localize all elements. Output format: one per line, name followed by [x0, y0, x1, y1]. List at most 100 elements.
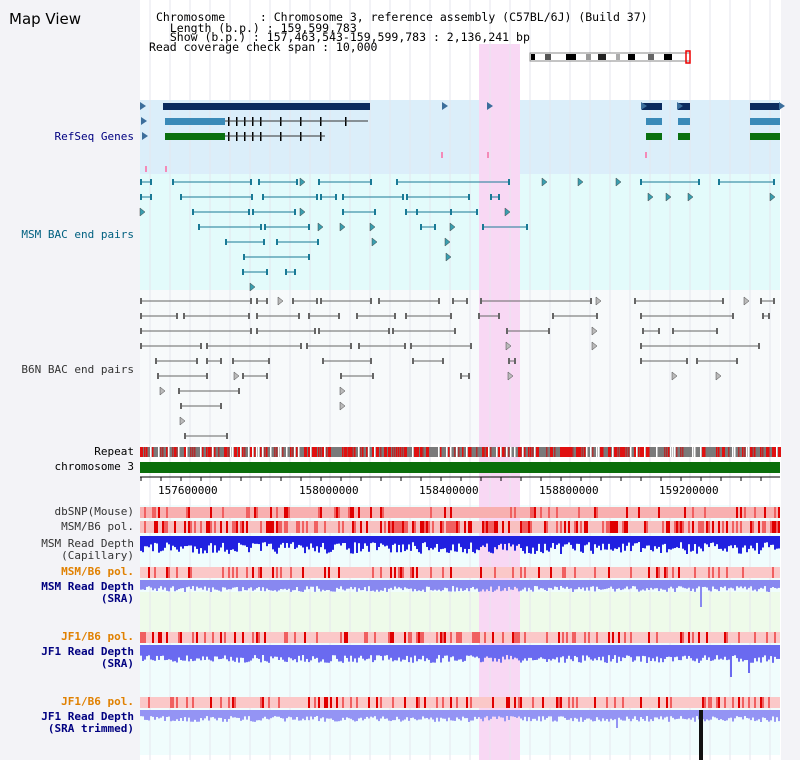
- jf1-depth-sra-track-bar: [274, 645, 276, 657]
- msm-b6-pol-sra-track-cell: [564, 567, 566, 578]
- msm-b6-pol-track-cell: [432, 521, 434, 533]
- jf1-b6-pol-trim-track-cell: [748, 697, 750, 708]
- repeat-element: [620, 447, 623, 457]
- repeat-element: [524, 447, 526, 457]
- track-label-msm-b6-pol-sra[interactable]: MSM/B6 pol.: [61, 565, 134, 578]
- track-label-repeat[interactable]: Repeat: [94, 445, 134, 458]
- repeat-element: [162, 447, 164, 457]
- msm-depth-cap-track-bar: [236, 536, 238, 552]
- b6n-bac-pair-end: [238, 388, 240, 394]
- jf1-depth-trim-track-bar: [218, 710, 220, 718]
- jf1-depth-trim-track-bar: [278, 710, 280, 717]
- msm-depth-cap-track-bar: [152, 536, 154, 552]
- jf1-b6-pol-track-cell: [346, 632, 348, 643]
- jf1-depth-trim-track-bar: [216, 710, 218, 721]
- msm-depth-sra-track-bar: [566, 580, 568, 587]
- jf1-depth-trim-track-bar: [214, 710, 216, 719]
- jf1-depth-trim-track-bar: [274, 710, 276, 717]
- track-label-msm-depth-sra[interactable]: MSM Read Depth: [41, 580, 134, 593]
- jf1-depth-trim-track-bar: [636, 710, 638, 720]
- msm-depth-cap-track-bar: [434, 536, 436, 548]
- track-label-msm-bac[interactable]: MSM BAC end pairs: [21, 228, 134, 241]
- track-label-msm-b6-pol[interactable]: MSM/B6 pol.: [61, 520, 134, 533]
- msm-bac-pair-end: [172, 179, 174, 185]
- msm-depth-sra-track-bar: [672, 580, 674, 589]
- msm-depth-cap-track-bar: [224, 536, 226, 552]
- repeat-element: [760, 447, 762, 457]
- jf1-depth-trim-track-bar: [442, 710, 444, 719]
- msm-depth-sra-track-bar: [446, 580, 448, 589]
- jf1-depth-sra-track-bar: [428, 645, 430, 660]
- msm-depth-sra-track-bar: [544, 580, 546, 590]
- jf1-depth-trim-track-bar: [358, 710, 360, 719]
- jf1-b6-pol-track-cell: [574, 632, 576, 643]
- dbsnp-track-cell: [510, 507, 512, 518]
- msm-depth-cap-track-bar: [484, 536, 486, 548]
- msm-depth-cap-track-bar: [398, 536, 400, 545]
- jf1-depth-trim-track-bar: [768, 710, 770, 722]
- track-label-b6n-bac[interactable]: B6N BAC end pairs: [21, 363, 134, 376]
- jf1-depth-trim-track-bar: [588, 710, 590, 719]
- jf1-depth-trim-track-bar: [536, 710, 538, 721]
- msm-depth-cap-track-bar: [290, 536, 292, 544]
- msm-depth-sra-track-bar: [218, 580, 220, 591]
- msm-depth-sra-track-bar: [460, 580, 462, 589]
- jf1-depth-trim-track-bar: [714, 710, 716, 718]
- msm-depth-cap-track-bar: [556, 536, 558, 545]
- msm-depth-sra-track-bar: [726, 580, 728, 591]
- b6n-bac-marker: [233, 371, 240, 381]
- jf1-depth-sra-track-bar: [676, 645, 678, 657]
- msm-depth-cap-track-bar: [668, 536, 670, 550]
- jf1-depth-trim-track-bar: [222, 710, 224, 722]
- ideogram-band: [566, 54, 576, 60]
- jf1-depth-sra-track-bar: [600, 645, 602, 661]
- jf1-depth-sra-track-bar: [590, 645, 592, 660]
- jf1-depth-trim-track-bar: [210, 710, 212, 718]
- msm-depth-sra-track-bar: [750, 580, 752, 587]
- track-label-msm-depth-cap[interactable]: MSM Read Depth: [41, 537, 134, 550]
- msm-depth-cap-track-bar: [304, 536, 306, 554]
- jf1-depth-sra-track-bar: [522, 645, 524, 661]
- repeat-element: [352, 447, 354, 457]
- jf1-depth-sra-track-bar: [432, 645, 434, 663]
- jf1-depth-trim-track-bar: [244, 710, 246, 717]
- track-label-refseq[interactable]: RefSeq Genes: [54, 130, 134, 143]
- repeat-element: [344, 447, 347, 457]
- jf1-depth-sra-track-bar: [698, 645, 700, 663]
- msm-b6-pol-track-cell: [414, 521, 416, 533]
- msm-depth-sra-track-bar: [680, 580, 682, 587]
- jf1-b6-pol-trim-track-cell: [514, 697, 516, 708]
- msm-depth-sra-track-bar: [732, 580, 734, 589]
- msm-depth-cap-track-bar: [522, 536, 524, 551]
- b6n-bac-pair-end: [226, 433, 228, 439]
- b6n-bac-marker: [339, 401, 346, 411]
- msm-depth-cap-track-bar: [288, 536, 290, 548]
- track-label-jf1-b6-pol-trim[interactable]: JF1/B6 pol.: [61, 695, 134, 708]
- track-label-jf1-b6-pol[interactable]: JF1/B6 pol.: [61, 630, 134, 643]
- msm-b6-pol-track-cell: [740, 521, 742, 533]
- jf1-depth-trim-track-bar: [242, 710, 244, 720]
- jf1-b6-pol-trim-track-cell: [392, 697, 394, 708]
- msm-depth-sra-track-bar: [734, 580, 736, 591]
- b6n-bac-pair-end: [762, 313, 764, 319]
- msm-depth-cap-track-bar: [670, 536, 672, 550]
- track-label-jf1-depth-sra[interactable]: JF1 Read Depth: [41, 645, 134, 658]
- track-label-dbsnp[interactable]: dbSNP(Mouse): [54, 505, 134, 518]
- msm-depth-cap-track-bar: [334, 536, 336, 545]
- msm-depth-sra-track-bar: [714, 580, 716, 589]
- msm-b6-pol-track-cell: [610, 521, 612, 533]
- repeat-element: [554, 447, 556, 457]
- msm-b6-pol-track-cell: [236, 521, 238, 533]
- msm-depth-sra-track-bar: [180, 580, 182, 589]
- jf1-depth-sra-track-bar: [286, 645, 288, 662]
- msm-b6-pol-track-cell: [426, 521, 428, 533]
- msm-depth-sra-track-bar: [564, 580, 566, 589]
- jf1-depth-sra-track-bar: [376, 645, 378, 656]
- jf1-depth-sra-track-bar: [656, 645, 658, 657]
- track-label-jf1-depth-trim[interactable]: JF1 Read Depth: [41, 710, 134, 723]
- jf1-depth-sra-track-bar: [766, 645, 768, 662]
- jf1-depth-trim-track-bar: [296, 710, 298, 718]
- msm-depth-sra-track-bar: [160, 580, 162, 587]
- msm-depth-cap-track-bar: [230, 536, 232, 550]
